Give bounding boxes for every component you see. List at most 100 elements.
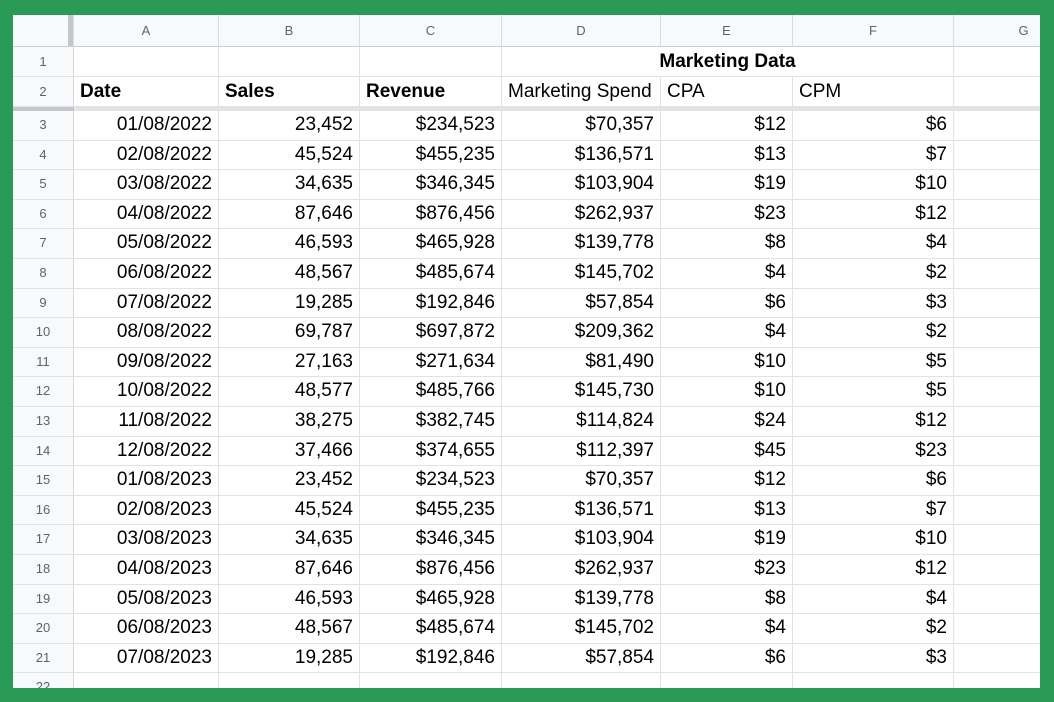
cell-cpa[interactable]: $8 — [661, 229, 793, 259]
cell-sales[interactable]: 69,787 — [219, 318, 360, 348]
cell-date[interactable]: 03/08/2022 — [74, 170, 219, 200]
cell-sales[interactable]: 19,285 — [219, 643, 360, 674]
cell-sales[interactable]: 23,452 — [219, 111, 360, 141]
cell-empty[interactable] — [954, 525, 1040, 555]
cell-marketing-spend[interactable]: $145,702 — [502, 614, 661, 644]
cell-empty[interactable] — [954, 673, 1040, 688]
cell-empty[interactable] — [661, 673, 793, 688]
cell-empty[interactable] — [954, 111, 1040, 141]
cell-sales[interactable]: 45,524 — [219, 140, 360, 171]
cell-revenue[interactable]: $346,345 — [360, 170, 502, 200]
cell-cpa[interactable]: $19 — [661, 170, 793, 200]
cell-marketing-spend[interactable]: $103,904 — [502, 525, 661, 555]
cell-marketing-spend[interactable]: $262,937 — [502, 199, 661, 230]
cell-empty[interactable] — [793, 673, 954, 688]
cell-cpm[interactable]: $7 — [793, 140, 954, 171]
row-number[interactable]: 6 — [13, 199, 74, 230]
column-header-D[interactable]: D — [502, 15, 661, 47]
cell-date[interactable]: 01/08/2023 — [74, 466, 219, 496]
cell-cpa[interactable]: $45 — [661, 436, 793, 467]
cell-empty[interactable] — [954, 229, 1040, 259]
cell-date[interactable]: 01/08/2022 — [74, 111, 219, 141]
cell-sales[interactable]: 34,635 — [219, 170, 360, 200]
cell-a1-empty[interactable] — [74, 47, 219, 77]
cell-sales[interactable]: 45,524 — [219, 495, 360, 526]
cell-marketing-spend[interactable]: $103,904 — [502, 170, 661, 200]
cell-marketing-spend[interactable]: $139,778 — [502, 584, 661, 615]
cell-cpa[interactable]: $13 — [661, 495, 793, 526]
cell-marketing-spend[interactable]: $70,357 — [502, 111, 661, 141]
cell-c1-empty[interactable] — [360, 47, 502, 77]
cell-cpm[interactable]: $4 — [793, 584, 954, 615]
cell-cpa[interactable]: $6 — [661, 288, 793, 319]
row-number[interactable]: 11 — [13, 347, 74, 378]
cell-empty[interactable] — [954, 318, 1040, 348]
row-number[interactable]: 17 — [13, 525, 74, 555]
cell-date[interactable]: 05/08/2022 — [74, 229, 219, 259]
cell-empty[interactable] — [954, 495, 1040, 526]
row-number[interactable]: 15 — [13, 466, 74, 496]
cell-cpa[interactable]: $4 — [661, 318, 793, 348]
column-header-G[interactable]: G — [954, 15, 1040, 47]
cell-date[interactable]: 02/08/2023 — [74, 495, 219, 526]
cell-cpm[interactable]: $12 — [793, 554, 954, 585]
cell-revenue[interactable]: $192,846 — [360, 643, 502, 674]
row-number[interactable]: 19 — [13, 584, 74, 615]
cell-empty[interactable] — [954, 288, 1040, 319]
cell-revenue[interactable]: $697,872 — [360, 318, 502, 348]
cell-revenue[interactable]: $455,235 — [360, 495, 502, 526]
cell-empty[interactable] — [360, 673, 502, 688]
cell-empty[interactable] — [954, 406, 1040, 437]
cell-cpm[interactable]: $10 — [793, 525, 954, 555]
cell-cpm[interactable]: $4 — [793, 229, 954, 259]
cell-cpm[interactable]: $12 — [793, 406, 954, 437]
cell-cpm[interactable]: $2 — [793, 258, 954, 289]
cell-date[interactable]: 11/08/2022 — [74, 406, 219, 437]
cell-revenue[interactable]: $234,523 — [360, 111, 502, 141]
cell-cpa[interactable]: $8 — [661, 584, 793, 615]
row-number[interactable]: 10 — [13, 318, 74, 348]
cell-sales[interactable]: 48,567 — [219, 614, 360, 644]
cell-sales[interactable]: 23,452 — [219, 466, 360, 496]
cell-g1-empty[interactable] — [954, 47, 1040, 77]
cell-sales[interactable]: 27,163 — [219, 347, 360, 378]
cell-cpm[interactable]: $5 — [793, 347, 954, 378]
cell-cpa[interactable]: $12 — [661, 466, 793, 496]
header-cell-revenue[interactable]: Revenue — [360, 77, 502, 107]
cell-marketing-spend[interactable]: $81,490 — [502, 347, 661, 378]
cell-marketing-spend[interactable]: $136,571 — [502, 495, 661, 526]
frozen-column-handle[interactable] — [68, 15, 73, 46]
cell-sales[interactable]: 38,275 — [219, 406, 360, 437]
row-number[interactable]: 14 — [13, 436, 74, 467]
cell-date[interactable]: 06/08/2022 — [74, 258, 219, 289]
cell-merged-title[interactable]: Marketing Data — [502, 47, 954, 77]
cell-date[interactable]: 07/08/2022 — [74, 288, 219, 319]
column-header-F[interactable]: F — [793, 15, 954, 47]
row-number[interactable]: 16 — [13, 495, 74, 526]
cell-empty[interactable] — [502, 673, 661, 688]
cell-marketing-spend[interactable]: $70,357 — [502, 466, 661, 496]
cell-cpm[interactable]: $6 — [793, 111, 954, 141]
cell-cpa[interactable]: $23 — [661, 199, 793, 230]
cell-cpm[interactable]: $10 — [793, 170, 954, 200]
cell-marketing-spend[interactable]: $114,824 — [502, 406, 661, 437]
header-cell-cpm[interactable]: CPM — [793, 77, 954, 107]
row-number[interactable]: 18 — [13, 554, 74, 585]
cell-cpm[interactable]: $2 — [793, 614, 954, 644]
cell-marketing-spend[interactable]: $145,702 — [502, 258, 661, 289]
cell-sales[interactable]: 19,285 — [219, 288, 360, 319]
cell-marketing-spend[interactable]: $209,362 — [502, 318, 661, 348]
row-number[interactable]: 9 — [13, 288, 74, 319]
cell-marketing-spend[interactable]: $112,397 — [502, 436, 661, 467]
cell-empty[interactable] — [954, 643, 1040, 674]
cell-cpa[interactable]: $10 — [661, 377, 793, 407]
row-number[interactable]: 21 — [13, 643, 74, 674]
cell-revenue[interactable]: $382,745 — [360, 406, 502, 437]
row-number[interactable]: 22 — [13, 673, 74, 688]
cell-sales[interactable]: 34,635 — [219, 525, 360, 555]
cell-cpa[interactable]: $10 — [661, 347, 793, 378]
cell-empty[interactable] — [954, 347, 1040, 378]
cell-date[interactable]: 06/08/2023 — [74, 614, 219, 644]
cell-g2-empty[interactable] — [954, 77, 1040, 107]
cell-cpm[interactable]: $3 — [793, 643, 954, 674]
